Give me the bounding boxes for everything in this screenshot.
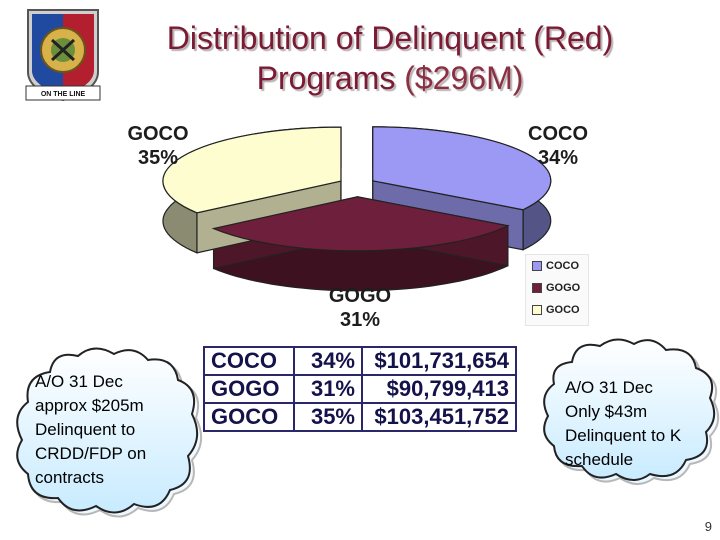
slice-label-coco: COCO 34% [518, 122, 598, 170]
slice-label-goco-name: GOCO [127, 123, 189, 145]
note-left: A/O 31 Dec approx $205m Delinquent to CR… [35, 370, 146, 490]
note-left-line: contracts [35, 468, 104, 487]
funding-table: COCO 34% $101,731,654 GOGO 31% $90,799,4… [203, 346, 517, 432]
legend-item-coco: COCO [526, 255, 588, 277]
slide-title: Distribution of Delinquent (Red) Program… [100, 18, 680, 98]
title-amount: ($296M) [404, 60, 524, 96]
table-cell-amount: $103,451,752 [361, 402, 517, 432]
slice-label-goco: GOCO 35% [118, 122, 198, 170]
slice-label-coco-name: COCO [528, 123, 588, 145]
pie-slice-goco [162, 126, 342, 214]
logo-banner: ON THE LINE [41, 91, 86, 98]
legend-swatch-gogo [532, 283, 542, 293]
note-left-line: CRDD/FDP on [35, 444, 147, 463]
slice-label-gogo-name: GOGO [328, 285, 392, 307]
pie-slice-coco [372, 126, 552, 211]
legend-item-goco: GOCO [526, 299, 588, 321]
table-cell-amount: $101,731,654 [361, 346, 517, 376]
slice-label-gogo-pct: 31% [339, 309, 381, 331]
chart-legend: COCO GOGO GOCO [525, 254, 589, 326]
note-right-line: A/O 31 Dec [565, 378, 653, 397]
slice-label-goco-pct: 35% [137, 147, 179, 169]
table-cell-amount: $90,799,413 [361, 374, 517, 404]
legend-swatch-coco [532, 261, 542, 271]
page-number: 9 [704, 519, 712, 534]
title-line-1: Distribution of Delinquent (Red) [166, 20, 614, 56]
note-right: A/O 31 Dec Only $43m Delinquent to K sch… [565, 376, 681, 472]
note-left-line: A/O 31 Dec [35, 372, 123, 391]
table-cell-pct: 31% [293, 374, 363, 404]
table-row: GOCO 35% $103,451,752 [203, 402, 517, 432]
legend-swatch-goco [532, 305, 542, 315]
army-insignia-logo: ON THE LINE [25, 9, 101, 102]
table-cell-pct: 34% [293, 346, 363, 376]
cloud-callout-left [16, 347, 203, 518]
note-right-line: schedule [565, 450, 634, 469]
table-cell-name: GOGO [203, 374, 295, 404]
note-left-line: Delinquent to [35, 420, 136, 439]
legend-label-goco: GOCO [546, 304, 580, 316]
note-left-line: approx $205m [35, 396, 144, 415]
slice-label-coco-pct: 34% [537, 147, 579, 169]
table-row: COCO 34% $101,731,654 [203, 346, 517, 376]
legend-label-gogo: GOGO [546, 282, 581, 294]
pie-slice-gogo [211, 196, 510, 252]
table-cell-pct: 35% [293, 402, 363, 432]
cloud-callout-right [543, 338, 720, 485]
title-line-2: Programs [256, 60, 396, 96]
note-right-line: Only $43m [565, 402, 648, 421]
table-cell-name: COCO [203, 346, 295, 376]
note-right-line: Delinquent to K [565, 426, 682, 445]
legend-item-gogo: GOGO [526, 277, 588, 299]
table-row: GOGO 31% $90,799,413 [203, 374, 517, 404]
legend-label-coco: COCO [546, 260, 579, 272]
table-cell-name: GOCO [203, 402, 295, 432]
slice-label-gogo: GOGO 31% [320, 284, 400, 332]
